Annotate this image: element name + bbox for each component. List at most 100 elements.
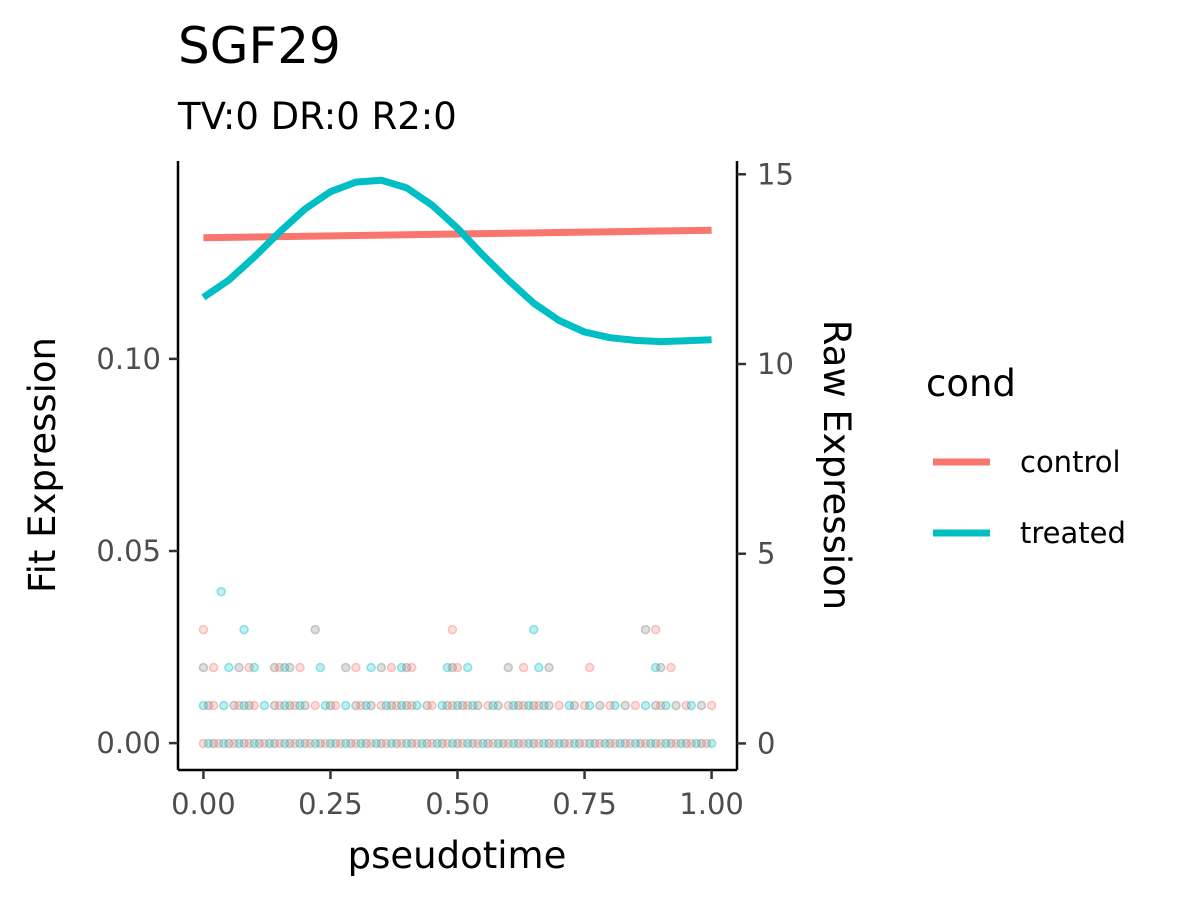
raw-point — [691, 738, 702, 749]
raw-point — [462, 700, 473, 711]
raw-point — [216, 586, 226, 597]
raw-point — [518, 700, 529, 711]
raw-point — [229, 738, 239, 749]
raw-point — [503, 700, 514, 711]
raw-point — [376, 662, 387, 673]
y-right-tick-label: 10 — [757, 347, 794, 381]
raw-point — [457, 738, 468, 749]
raw-point — [285, 738, 295, 749]
x-axis-ticks: 0.00 0.25 0.50 0.75 1.00 — [171, 770, 744, 821]
raw-point — [249, 700, 259, 711]
raw-point — [376, 700, 387, 711]
raw-point — [554, 738, 564, 749]
raw-point — [391, 700, 402, 711]
raw-point — [325, 738, 336, 749]
raw-point — [412, 700, 422, 711]
raw-point — [483, 700, 493, 711]
raw-point — [513, 700, 524, 711]
raw-point — [447, 738, 458, 749]
raw-point — [315, 662, 326, 673]
raw-point — [503, 662, 514, 673]
raw-point — [244, 662, 254, 673]
raw-point — [427, 738, 437, 749]
raw-point — [391, 738, 402, 749]
legend-label-control: control — [1020, 445, 1121, 479]
raw-point — [650, 700, 661, 711]
fit-lines-layer — [201, 176, 712, 346]
raw-point — [340, 738, 351, 749]
raw-point — [244, 700, 254, 711]
raw-point — [320, 700, 331, 711]
raw-point — [218, 700, 229, 711]
raw-point — [407, 738, 417, 749]
y-right-tick-label: 5 — [757, 537, 775, 571]
x-tick-label: 0.25 — [298, 787, 363, 821]
raw-point — [213, 738, 224, 749]
x-tick-label: 1.00 — [679, 787, 744, 821]
y-axis-right-title: Raw Expression — [815, 320, 858, 610]
raw-point — [462, 662, 473, 673]
raw-point — [361, 738, 371, 749]
raw-point — [539, 738, 549, 749]
raw-point — [285, 700, 295, 711]
raw-point — [706, 738, 717, 749]
raw-point — [584, 738, 595, 749]
raw-point — [254, 738, 265, 749]
raw-point — [640, 738, 651, 749]
raw-point — [579, 700, 590, 711]
raw-point — [554, 700, 564, 711]
raw-point — [564, 700, 575, 711]
raw-point — [569, 700, 580, 711]
raw-point — [650, 624, 661, 635]
raw-point — [330, 700, 341, 711]
raw-points-layer — [198, 586, 717, 749]
raw-point — [330, 738, 341, 749]
raw-point — [620, 700, 630, 711]
raw-point — [340, 700, 351, 711]
raw-point — [340, 662, 351, 673]
raw-point — [503, 738, 514, 749]
raw-point — [208, 738, 219, 749]
raw-point — [396, 738, 407, 749]
raw-point — [279, 700, 290, 711]
raw-point — [310, 624, 320, 635]
raw-point — [544, 662, 554, 673]
raw-point — [701, 738, 712, 749]
raw-point — [569, 738, 580, 749]
raw-point — [401, 738, 412, 749]
raw-point — [371, 738, 381, 749]
raw-point — [422, 700, 432, 711]
raw-point — [351, 662, 361, 673]
raw-point — [259, 700, 270, 711]
raw-point — [473, 700, 483, 711]
legend-title: cond — [926, 362, 1016, 405]
raw-point — [473, 738, 483, 749]
raw-point — [686, 738, 697, 749]
raw-point — [605, 738, 615, 749]
raw-point — [234, 662, 244, 673]
raw-point — [528, 624, 539, 635]
raw-point — [432, 738, 442, 749]
raw-point — [488, 700, 498, 711]
raw-point — [457, 700, 468, 711]
raw-point — [661, 700, 671, 711]
raw-point — [224, 738, 234, 749]
raw-point — [264, 738, 275, 749]
raw-point — [269, 662, 280, 673]
raw-point — [300, 700, 310, 711]
series-line-control — [203, 226, 712, 242]
chart-title: SGF29 — [178, 17, 341, 75]
raw-point — [696, 700, 707, 711]
raw-point — [305, 738, 315, 749]
x-tick-label: 0.50 — [425, 787, 490, 821]
raw-point — [671, 700, 681, 711]
raw-point — [315, 738, 326, 749]
raw-point — [239, 624, 249, 635]
raw-point — [478, 738, 488, 749]
raw-point — [351, 700, 361, 711]
raw-point — [239, 738, 249, 749]
raw-point — [544, 738, 554, 749]
legend: cond control treated — [926, 362, 1126, 550]
x-tick-label: 0.75 — [552, 787, 617, 821]
